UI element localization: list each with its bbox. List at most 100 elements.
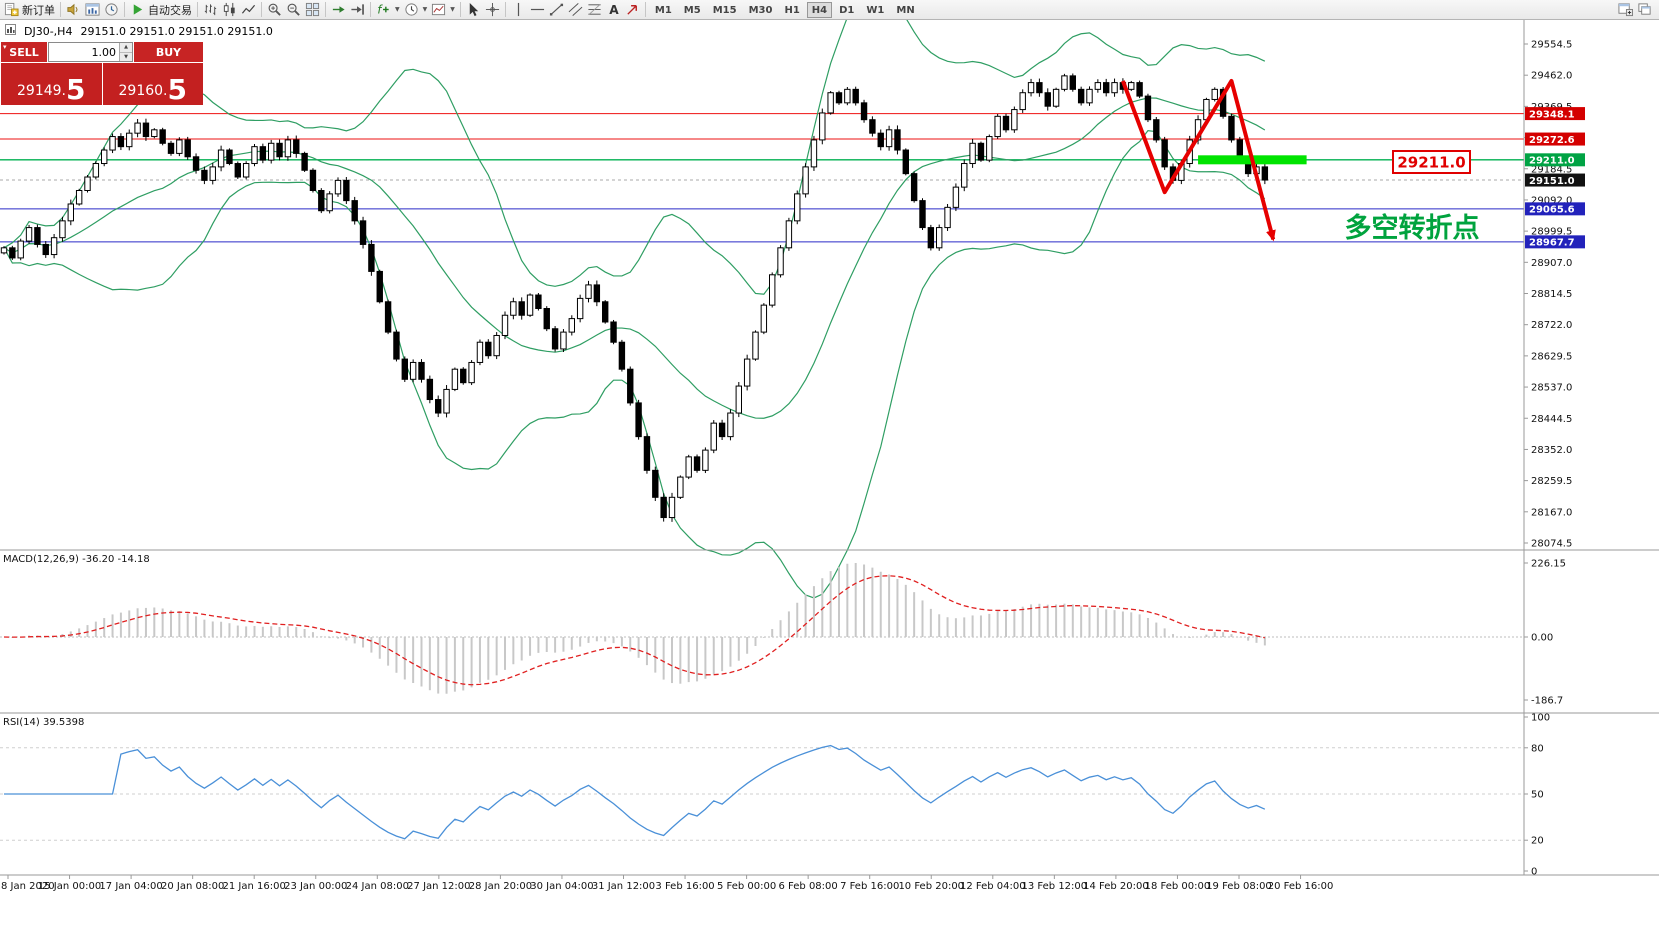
svg-text:13 Feb 12:00: 13 Feb 12:00 — [1022, 881, 1088, 892]
window-list-button[interactable] — [1635, 1, 1654, 19]
history-icon — [104, 2, 119, 17]
tile-windows-button[interactable] — [303, 1, 322, 19]
svg-text:7 Feb 16:00: 7 Feb 16:00 — [840, 881, 899, 892]
fibonacci-button[interactable] — [585, 1, 604, 19]
svg-text:28259.5: 28259.5 — [1531, 476, 1572, 487]
svg-text:17 Jan 04:00: 17 Jan 04:00 — [99, 881, 162, 892]
crosshair-icon — [485, 2, 500, 17]
buy-price-button[interactable]: 29160. 5 — [102, 63, 203, 105]
svg-text:50: 50 — [1531, 790, 1544, 801]
price-annotation-label: 29211.0 — [1397, 154, 1465, 172]
text-label-button[interactable]: A — [604, 1, 623, 19]
channel-button[interactable] — [566, 1, 585, 19]
toolbar-separator — [197, 2, 198, 17]
sell-price-button[interactable]: 29149. 5 — [1, 63, 102, 105]
chart-shift-button[interactable] — [348, 1, 367, 19]
bollinger-middle-line — [3, 97, 1266, 419]
macd-signal-line — [3, 575, 1265, 686]
svg-text:226.15: 226.15 — [1531, 559, 1566, 570]
history-center-button[interactable] — [102, 1, 121, 19]
svg-text:20 Jan 08:00: 20 Jan 08:00 — [161, 881, 224, 892]
bars-icon — [203, 2, 218, 17]
toolbar-separator — [325, 2, 326, 17]
timeframe-m15-button[interactable]: M15 — [712, 4, 737, 16]
tile-windows-icon — [305, 2, 320, 17]
svg-text:28074.5: 28074.5 — [1531, 539, 1572, 550]
svg-text:29554.5: 29554.5 — [1531, 40, 1572, 51]
trendline-button[interactable] — [547, 1, 566, 19]
svg-text:28167.0: 28167.0 — [1531, 507, 1572, 518]
new-order-icon — [4, 2, 19, 17]
toolbar-separator — [370, 2, 371, 17]
toolbar-separator — [504, 2, 506, 17]
chart-window-icon — [85, 2, 100, 17]
svg-text:A: A — [609, 3, 619, 17]
svg-text:5 Feb 00:00: 5 Feb 00:00 — [717, 881, 776, 892]
line-chart-icon — [241, 2, 256, 17]
horizontal-line-button[interactable] — [528, 1, 547, 19]
rsi-label: RSI(14) 39.5398 — [3, 717, 84, 728]
chart-canvas[interactable]: 29211.0多空转折点29554.529462.029369.529277.0… — [0, 20, 1659, 948]
timeframe-w1-button[interactable]: W1 — [866, 4, 885, 16]
sell-price-big-digit: 5 — [66, 73, 86, 107]
vline-icon — [511, 2, 526, 17]
timeframe-h4-button[interactable]: H4 — [806, 1, 833, 18]
trendline-icon — [549, 2, 564, 17]
sound-alert-button[interactable] — [64, 1, 83, 19]
timeframe-mn-button[interactable]: MN — [896, 4, 915, 16]
zoom-out-icon — [286, 2, 301, 17]
templates-button[interactable]: ▼ — [429, 1, 457, 19]
volume-down-icon[interactable]: ▼ — [120, 52, 132, 61]
chart-area: 29211.0多空转折点29554.529462.029369.529277.0… — [0, 20, 1659, 948]
chart-shift-icon — [350, 2, 365, 17]
new-order-button[interactable]: 新订单 — [2, 1, 57, 19]
cursor-icon — [466, 2, 481, 17]
indicators-icon: f — [376, 2, 391, 17]
svg-text:29151.0: 29151.0 — [1529, 176, 1575, 187]
candlestick-chart-button[interactable] — [220, 1, 239, 19]
svg-text:29065.6: 29065.6 — [1529, 205, 1575, 216]
collapse-one-click-icon[interactable]: ▾ — [3, 43, 7, 51]
timeframe-d1-button[interactable]: D1 — [839, 4, 855, 16]
volume-up-icon[interactable]: ▲ — [120, 43, 132, 53]
auto-scroll-button[interactable] — [329, 1, 348, 19]
main-toolbar: 新订单 自动交易 f ▼ ▼ ▼ A M1 M5 M15 M30 H1 H4 D1 W1 MN — [0, 0, 1659, 20]
volume-input[interactable]: 1.00 ▲ ▼ — [48, 42, 133, 62]
periods-button[interactable]: ▼ — [402, 1, 430, 19]
windows-icon — [1637, 2, 1652, 17]
arrows-icon — [625, 2, 640, 17]
line-chart-button[interactable] — [239, 1, 258, 19]
indicators-button[interactable]: f ▼ — [374, 1, 402, 19]
arrows-button[interactable] — [623, 1, 642, 19]
zoom-in-button[interactable] — [265, 1, 284, 19]
macd-indicator: MACD(12,26,9) -36.20 -14.18 — [0, 554, 1524, 694]
bar-chart-button[interactable] — [201, 1, 220, 19]
panel-separators — [0, 20, 1659, 876]
chart-tab-icon — [5, 24, 16, 38]
buy-button[interactable]: BUY — [134, 42, 203, 62]
auto-trading-button[interactable]: 自动交易 — [128, 1, 194, 19]
sell-button[interactable]: ▾ SELL — [1, 42, 47, 62]
svg-text:6 Feb 08:00: 6 Feb 08:00 — [779, 881, 838, 892]
crosshair-button[interactable] — [483, 1, 502, 19]
cursor-button[interactable] — [464, 1, 483, 19]
svg-text:100: 100 — [1531, 713, 1550, 724]
price-axis[interactable]: 29554.529462.029369.529277.029184.529092… — [1524, 40, 1572, 878]
svg-text:3 Feb 16:00: 3 Feb 16:00 — [655, 881, 714, 892]
trend-arrow-annotation[interactable] — [1121, 78, 1276, 242]
zoom-out-button[interactable] — [284, 1, 303, 19]
open-chart-button[interactable] — [83, 1, 102, 19]
timeframe-m30-button[interactable]: M30 — [748, 4, 773, 16]
timeframe-m1-button[interactable]: M1 — [654, 4, 672, 16]
svg-text:28814.5: 28814.5 — [1531, 289, 1572, 300]
vertical-line-button[interactable] — [509, 1, 528, 19]
price-annotation-box[interactable] — [1392, 150, 1471, 174]
fibonacci-icon — [587, 2, 602, 17]
toolbar-separator — [459, 2, 461, 17]
new-chart-window-button[interactable] — [1616, 1, 1635, 19]
timeframe-h1-button[interactable]: H1 — [784, 4, 800, 16]
timeframe-m5-button[interactable]: M5 — [683, 4, 701, 16]
svg-text:15 Jan 00:00: 15 Jan 00:00 — [38, 881, 101, 892]
svg-text:21 Jan 16:00: 21 Jan 16:00 — [223, 881, 286, 892]
